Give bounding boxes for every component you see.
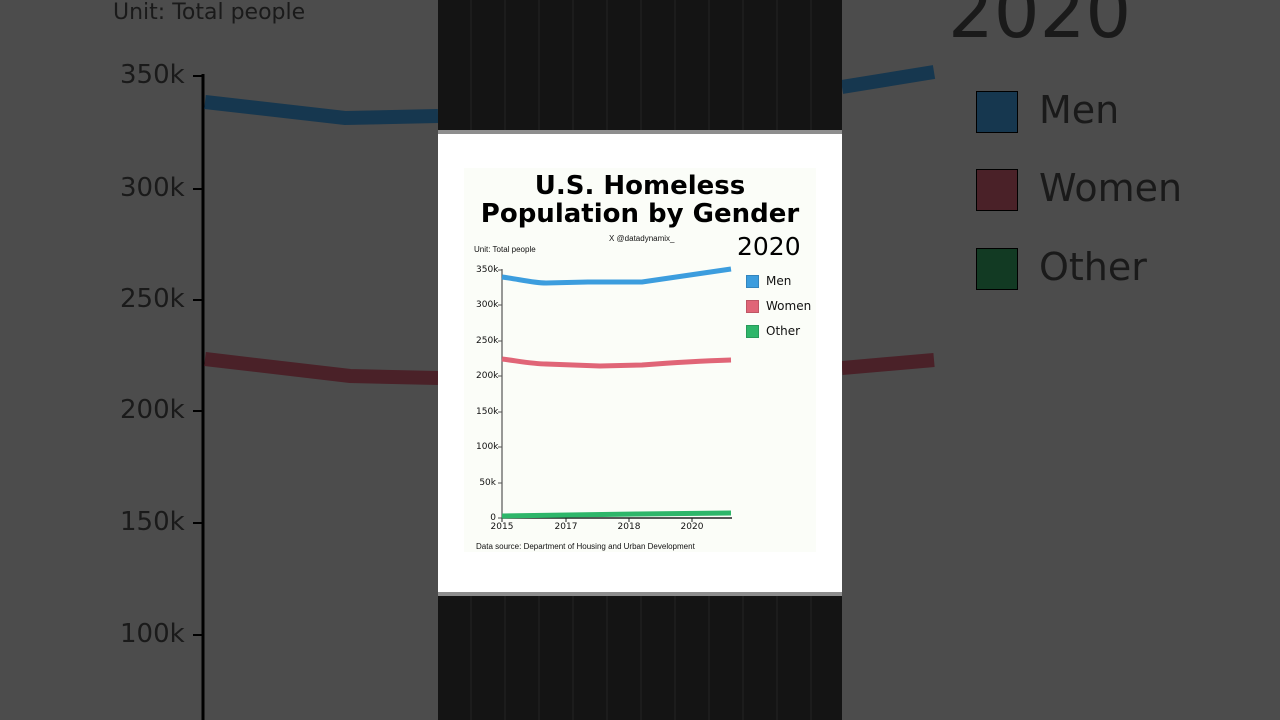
bg-legend-swatch-other <box>976 248 1018 290</box>
x-tick-label: 2015 <box>490 522 514 532</box>
dark-pattern-top <box>438 0 842 130</box>
y-tick-label: 0 <box>490 513 496 523</box>
x-tick-label: 2020 <box>680 522 704 532</box>
bg-ytick: 150k <box>120 507 185 537</box>
x-tick-label: 2017 <box>554 522 578 532</box>
bg-ytick: 100k <box>120 619 185 649</box>
y-tick-label: 50k <box>479 478 496 488</box>
legend-label-men: Men <box>766 274 792 288</box>
frame-border-bottom <box>438 592 842 596</box>
bg-legend-swatch-women <box>976 169 1018 211</box>
series-line-men <box>501 266 732 286</box>
legend-item-other: Other <box>746 324 800 338</box>
series-line-women <box>501 356 732 369</box>
y-tick-label: 300k <box>476 300 499 310</box>
dark-pattern-bottom <box>438 596 842 720</box>
y-tick-label: 150k <box>476 407 499 417</box>
background-right-panel: 2020 Men Women Other <box>842 0 1280 720</box>
bg-legend-label-women: Women <box>1039 166 1183 210</box>
legend-swatch-other <box>746 324 759 338</box>
legend-item-women: Women <box>746 299 811 313</box>
current-year-label: 2020 <box>737 232 801 261</box>
legend-label-women: Women <box>766 299 812 313</box>
legend-label-other: Other <box>766 324 801 338</box>
legend-item-men: Men <box>746 274 791 288</box>
bg-unit-label: Unit: Total people <box>113 0 306 25</box>
chart-title-line1: U.S. Homeless <box>534 171 746 201</box>
bg-ytick: 250k <box>120 284 185 314</box>
x-tick-label: 2018 <box>617 522 641 532</box>
legend-swatch-men <box>746 274 759 288</box>
bg-legend-label-other: Other <box>1039 245 1147 289</box>
bg-ytick: 200k <box>120 395 185 425</box>
video-frame: U.S. Homeless Population by Gender X @da… <box>438 0 842 720</box>
y-tick-label: 350k <box>476 265 499 275</box>
bg-axis <box>193 74 438 720</box>
line-chart <box>498 266 732 522</box>
y-tick-label: 250k <box>476 336 499 346</box>
y-tick-label: 100k <box>476 442 499 452</box>
credit-handle: X @datadynamix_ <box>609 234 675 243</box>
bg-year: 2020 <box>948 0 1132 54</box>
bg-line <box>842 65 936 375</box>
y-tick-label: 200k <box>476 371 499 381</box>
legend-swatch-women <box>746 299 759 313</box>
bg-legend-swatch-men <box>976 91 1018 133</box>
frame-border-top <box>438 130 842 134</box>
unit-label: Unit: Total people <box>474 245 536 254</box>
chart-card: U.S. Homeless Population by Gender X @da… <box>438 134 842 592</box>
bg-ytick: 300k <box>120 173 185 203</box>
bg-ytick: 350k <box>120 60 185 90</box>
bg-legend-label-men: Men <box>1039 88 1120 132</box>
background-left-panel: Unit: Total people 350k 300k 250k 200k 1… <box>0 0 438 720</box>
series-line-other <box>501 510 732 519</box>
chart-title-line2: Population by Gender <box>480 199 800 229</box>
data-source-note: Data source: Department of Housing and U… <box>476 542 695 551</box>
